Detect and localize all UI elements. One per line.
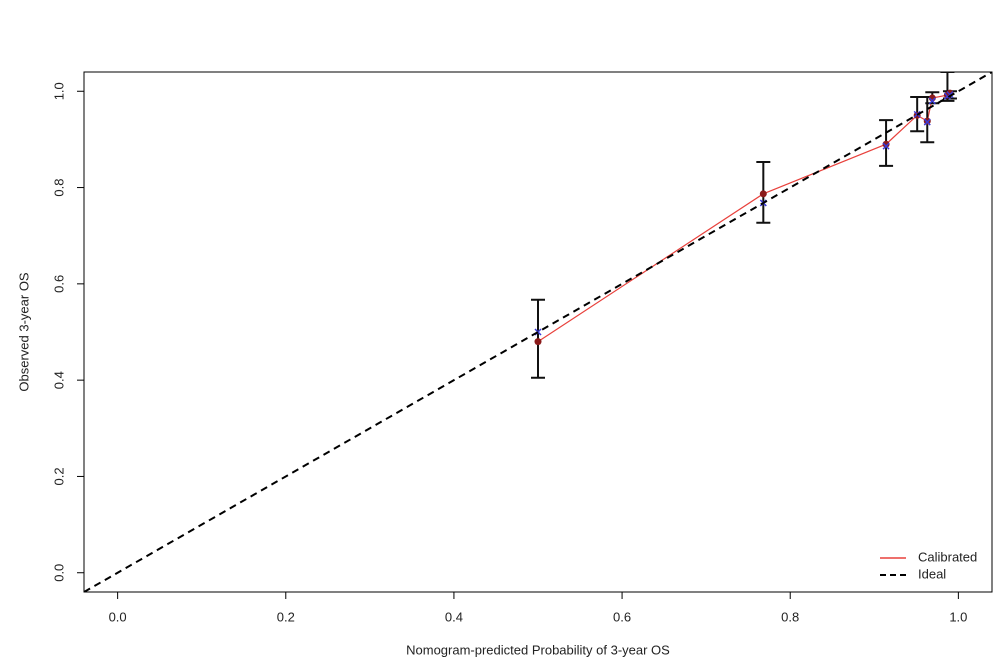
y-tick-label: 0.8: [51, 179, 66, 197]
y-tick-label: 0.0: [51, 564, 66, 582]
calibrated-point: [534, 338, 542, 346]
y-tick-label: 0.6: [51, 275, 66, 293]
x-axis-label: Nomogram-predicted Probability of 3-year…: [406, 642, 670, 657]
plot-frame: [83, 71, 993, 593]
x-tick-label: 0.0: [109, 609, 127, 624]
ideal-line: [84, 72, 992, 592]
corrected-point: [923, 118, 931, 126]
x-tick-label: 0.6: [613, 609, 631, 624]
legend-label: Ideal: [918, 566, 946, 581]
y-tick-label: 1.0: [51, 82, 66, 100]
y-axis-label: Observed 3-year OS: [16, 272, 31, 392]
x-tick-label: 0.2: [277, 609, 295, 624]
y-tick-label: 0.4: [51, 371, 66, 389]
x-tick-label: 1.0: [949, 609, 967, 624]
legend-label: Calibrated: [918, 549, 977, 564]
corrected-point: [946, 91, 954, 99]
corrected-point: [928, 97, 936, 105]
x-tick-label: 0.8: [781, 609, 799, 624]
x-tick-label: 0.4: [445, 609, 463, 624]
corrected-point: [882, 142, 890, 150]
y-tick-label: 0.2: [51, 467, 66, 485]
calibrated-point: [759, 190, 767, 198]
calibrated-point: [882, 140, 890, 148]
